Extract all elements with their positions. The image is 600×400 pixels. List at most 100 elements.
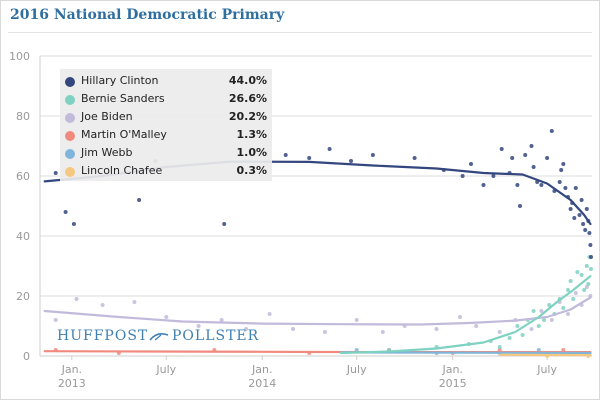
x-tick-year-label: 2013 xyxy=(58,377,86,390)
legend-swatch-biden xyxy=(65,113,75,123)
data-point-biden xyxy=(566,312,570,316)
data-point-biden xyxy=(434,327,439,331)
brand-pollster: POLLSTER xyxy=(172,328,260,344)
data-point-clinton xyxy=(71,222,76,226)
y-tick-label: 20 xyxy=(16,290,30,303)
chart-legend: Hillary Clinton 44.0% Bernie Sanders 26.… xyxy=(60,69,272,181)
data-point-biden xyxy=(458,315,462,319)
data-point-clinton xyxy=(531,165,536,169)
data-point-clinton xyxy=(499,147,504,151)
data-point-biden xyxy=(53,318,58,322)
data-point-clinton xyxy=(510,156,515,160)
legend-swatch-clinton xyxy=(65,77,75,87)
data-point-clinton xyxy=(412,156,417,160)
legend-entry-webb[interactable]: Jim Webb 1.0% xyxy=(60,145,272,163)
data-point-biden xyxy=(164,315,169,319)
y-tick-label: 40 xyxy=(16,230,30,243)
legend-value: 1.3% xyxy=(236,128,267,141)
data-point-sanders xyxy=(561,306,566,310)
x-tick-label: July xyxy=(155,363,176,376)
data-point-clinton xyxy=(327,147,332,151)
chart-title: 2016 National Democratic Primary xyxy=(10,7,285,23)
grid-layer xyxy=(39,55,592,357)
data-point-biden xyxy=(244,327,249,331)
data-point-sanders xyxy=(547,303,552,307)
legend-label: Bernie Sanders xyxy=(81,92,165,105)
data-point-clinton xyxy=(561,162,566,166)
data-point-sanders xyxy=(497,345,502,349)
data-point-clinton xyxy=(63,210,68,214)
legend-label: Martin O'Malley xyxy=(81,128,167,141)
legend-entry-sanders[interactable]: Bernie Sanders 26.6% xyxy=(60,91,272,109)
x-tick-label: July xyxy=(346,363,367,376)
trend-line-biden xyxy=(43,296,592,326)
data-point-clinton xyxy=(563,186,568,190)
legend-value: 1.0% xyxy=(236,146,267,159)
x-tick-year-label: 2015 xyxy=(439,377,467,390)
data-point-clinton xyxy=(307,156,312,160)
x-tick-label: Jan. xyxy=(441,363,462,376)
data-point-clinton xyxy=(559,168,564,172)
data-point-clinton xyxy=(370,153,375,157)
legend-label: Jim Webb xyxy=(81,146,133,159)
data-point-sanders xyxy=(542,318,546,322)
x-tick-label: Jan. xyxy=(251,363,272,376)
data-point-clinton xyxy=(549,129,554,133)
brand-huffpost: HUFFPOST xyxy=(57,328,149,344)
data-point-clinton xyxy=(515,183,520,187)
data-point-sanders xyxy=(568,279,573,283)
data-point-biden xyxy=(380,330,385,334)
legend-entry-chafee[interactable]: Lincoln Chafee 0.3% xyxy=(60,163,272,181)
title-divider xyxy=(8,32,592,33)
data-point-clinton xyxy=(518,204,522,208)
legend-entry-clinton[interactable]: Hillary Clinton 44.0% xyxy=(60,73,272,91)
data-point-biden xyxy=(100,303,105,307)
data-point-clinton xyxy=(53,171,58,175)
data-point-clinton xyxy=(460,174,465,178)
trend-lines-layer xyxy=(43,160,592,357)
data-point-clinton xyxy=(568,207,573,211)
data-point-sanders xyxy=(520,333,525,337)
legend-value: 20.2% xyxy=(228,110,267,123)
legend-swatch-sanders xyxy=(65,95,75,105)
legend-entry-biden[interactable]: Joe Biden 20.2% xyxy=(60,109,272,127)
data-point-biden xyxy=(219,318,224,322)
data-point-sanders xyxy=(579,273,584,277)
y-tick-label: 60 xyxy=(16,170,30,183)
legend-swatch-chafee xyxy=(65,167,75,177)
data-point-clinton xyxy=(481,183,486,187)
data-point-clinton xyxy=(587,231,592,235)
data-point-sanders xyxy=(571,297,576,301)
data-point-clinton xyxy=(222,222,227,226)
data-point-biden xyxy=(529,327,534,331)
data-point-clinton xyxy=(283,153,288,157)
data-point-sanders xyxy=(589,267,593,271)
data-point-clinton xyxy=(573,186,578,190)
legend-entry-omalley[interactable]: Martin O'Malley 1.3% xyxy=(60,127,272,145)
y-tick-label: 80 xyxy=(16,110,30,123)
x-tick-year-label: 2014 xyxy=(248,377,276,390)
data-point-clinton xyxy=(491,174,496,178)
data-point-sanders xyxy=(586,282,591,286)
pollster-swoosh-icon xyxy=(149,333,169,341)
data-point-clinton xyxy=(577,213,582,217)
data-point-clinton xyxy=(584,207,589,211)
data-point-clinton xyxy=(557,180,562,184)
data-point-clinton xyxy=(469,162,473,166)
data-point-biden xyxy=(291,327,295,331)
y-tick-label: 100 xyxy=(9,50,30,63)
y-tick-label: 0 xyxy=(23,350,30,363)
data-point-clinton xyxy=(581,222,586,226)
data-point-biden xyxy=(74,297,79,301)
data-point-clinton xyxy=(539,183,544,187)
data-point-sanders xyxy=(507,336,512,340)
x-tick-label: Jan. xyxy=(61,363,82,376)
x-tick-label: July xyxy=(536,363,557,376)
legend-value: 0.3% xyxy=(236,164,267,177)
data-point-biden xyxy=(474,324,479,328)
legend-value: 44.0% xyxy=(228,74,267,87)
data-point-biden xyxy=(584,285,589,289)
data-point-sanders xyxy=(536,324,541,328)
data-point-clinton xyxy=(137,198,142,202)
